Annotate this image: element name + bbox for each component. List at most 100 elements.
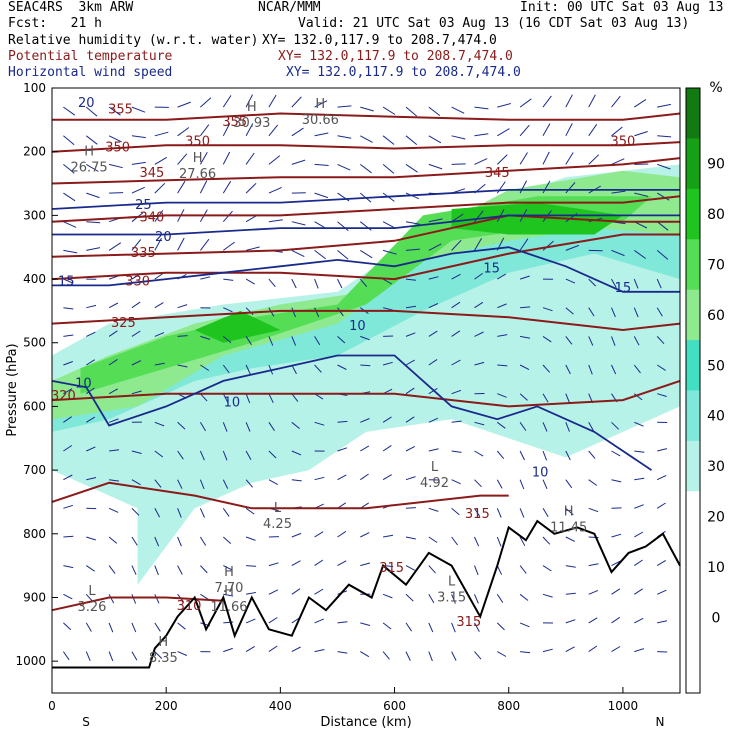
wind-vector-250 <box>222 364 230 374</box>
theta-label-14: 350 <box>610 134 635 149</box>
wind-vector-490 <box>154 622 161 632</box>
wind-vector-139 <box>154 237 162 251</box>
wind-vector-474 <box>405 593 414 602</box>
wind-vector-6 <box>200 97 212 108</box>
wind-vector-454 <box>565 565 576 568</box>
wind-vector-313 <box>428 417 439 423</box>
wind-vector-124 <box>428 218 443 223</box>
wind-vector-86 <box>177 180 186 194</box>
colorbar-swatch-5 <box>686 340 700 391</box>
wind-vector-273 <box>131 390 142 395</box>
wind-vector-489 <box>131 622 137 633</box>
wind-vector-485 <box>656 589 667 595</box>
wind-vector-404 <box>656 502 666 509</box>
terrain-line <box>52 519 681 669</box>
wind-vector-174 <box>337 278 343 289</box>
wind-vector-352 <box>86 477 97 481</box>
wind-vector-103 <box>565 182 576 194</box>
wind-vector-142 <box>223 241 235 251</box>
wind-vector-234 <box>474 331 484 337</box>
wind-vector-56 <box>108 163 123 169</box>
wind-vector-257 <box>382 361 393 366</box>
center-value-9: 4.25 <box>263 517 292 532</box>
wind-vector-312 <box>405 416 415 423</box>
wind-vector-523 <box>291 646 301 653</box>
wind-vector-262 <box>497 364 508 367</box>
wind-vector-214 <box>633 307 639 318</box>
wind-vector-137 <box>108 242 122 251</box>
center-type-2: H <box>247 100 257 115</box>
wind-vector-328 <box>154 450 164 458</box>
wind-vector-62 <box>245 152 255 165</box>
y-tick-label-1: 200 <box>23 145 46 159</box>
wind-vector-71 <box>451 163 466 165</box>
wind-label-6: 15 <box>483 262 500 277</box>
axis-layer: 0 200 400 600 800 1000 100 200 300 400 500 600 700 80… <box>15 81 638 713</box>
wind-vector-3 <box>131 106 146 113</box>
wind-vector-2 <box>108 106 121 116</box>
wind-vector-49 <box>565 123 573 137</box>
wind-vector-256 <box>360 364 371 367</box>
colorbar-swatch-9 <box>686 541 700 593</box>
colorbar-swatch-7 <box>686 440 700 492</box>
wind-vector-394 <box>428 507 439 512</box>
y-tick-label-8: 900 <box>23 590 46 604</box>
wind-vector-329 <box>177 450 184 460</box>
wind-vector-508 <box>565 619 576 624</box>
wind-vector-444 <box>337 560 347 567</box>
theta-label-2: 315 <box>465 507 490 522</box>
colorbar-tick-6: 60 <box>707 308 725 324</box>
wind-vector-346 <box>565 450 571 461</box>
wind-vector-189 <box>63 307 74 310</box>
wind-vector-513 <box>62 651 70 661</box>
wind-vector-179 <box>451 273 461 280</box>
wind-vector-192 <box>131 301 141 309</box>
wind-vector-145 <box>291 249 305 258</box>
wind-vector-186 <box>611 278 617 289</box>
wind-vector-200 <box>314 307 320 318</box>
wind-vector-403 <box>634 504 644 509</box>
wind-vector-425 <box>519 536 526 547</box>
wind-vector-470 <box>314 588 324 595</box>
wind-vector-530 <box>451 651 457 661</box>
wind-vector-222 <box>200 335 211 340</box>
wind-vector-338 <box>382 444 392 452</box>
wind-vector-528 <box>405 651 411 661</box>
colorbar-swatch-6 <box>686 390 700 442</box>
wind-vector-73 <box>496 154 508 165</box>
y-tick-label-0: 100 <box>23 81 46 95</box>
wind-contour-25 <box>51 188 680 210</box>
wind-vector-458 <box>656 559 666 567</box>
wind-vector-344 <box>519 450 525 461</box>
wind-vector-34 <box>222 123 231 137</box>
wind-vector-501 <box>405 622 413 632</box>
wind-vector-54 <box>63 164 75 174</box>
wind-vector-15 <box>405 106 418 117</box>
wind-vector-173 <box>314 278 319 289</box>
wind-vector-353 <box>109 479 120 482</box>
wind-vector-152 <box>451 239 462 251</box>
wind-vector-108 <box>63 221 77 228</box>
wind-vector-509 <box>588 617 598 624</box>
wind-vector-84 <box>131 186 145 194</box>
wind-vector-226 <box>291 336 297 346</box>
colorbar-swatch-1 <box>686 138 700 190</box>
wind-vector-516 <box>131 651 138 661</box>
wind-vector-269 <box>656 364 666 371</box>
wind-vector-520 <box>223 647 233 653</box>
wind-vector-138 <box>131 239 142 251</box>
wind-vector-72 <box>474 158 488 165</box>
wind-vector-366 <box>405 476 416 481</box>
wind-label-8: 25 <box>135 198 152 213</box>
wind-vector-525 <box>337 651 348 654</box>
field-xy-theta: XY= 132.0,117.9 to 208.7,474.0 <box>278 49 513 64</box>
valid-time: Valid: 21 UTC Sat 03 Aug 13 (16 CDT Sat … <box>298 16 690 31</box>
wind-vector-380 <box>108 507 119 513</box>
wind-vector-317 <box>519 422 527 431</box>
wind-vector-25 <box>634 98 647 108</box>
wind-vector-228 <box>337 336 346 344</box>
center-type-6: H <box>158 635 168 650</box>
wind-vector-134 <box>656 221 669 231</box>
x-tick-label-1: 200 <box>155 699 178 713</box>
